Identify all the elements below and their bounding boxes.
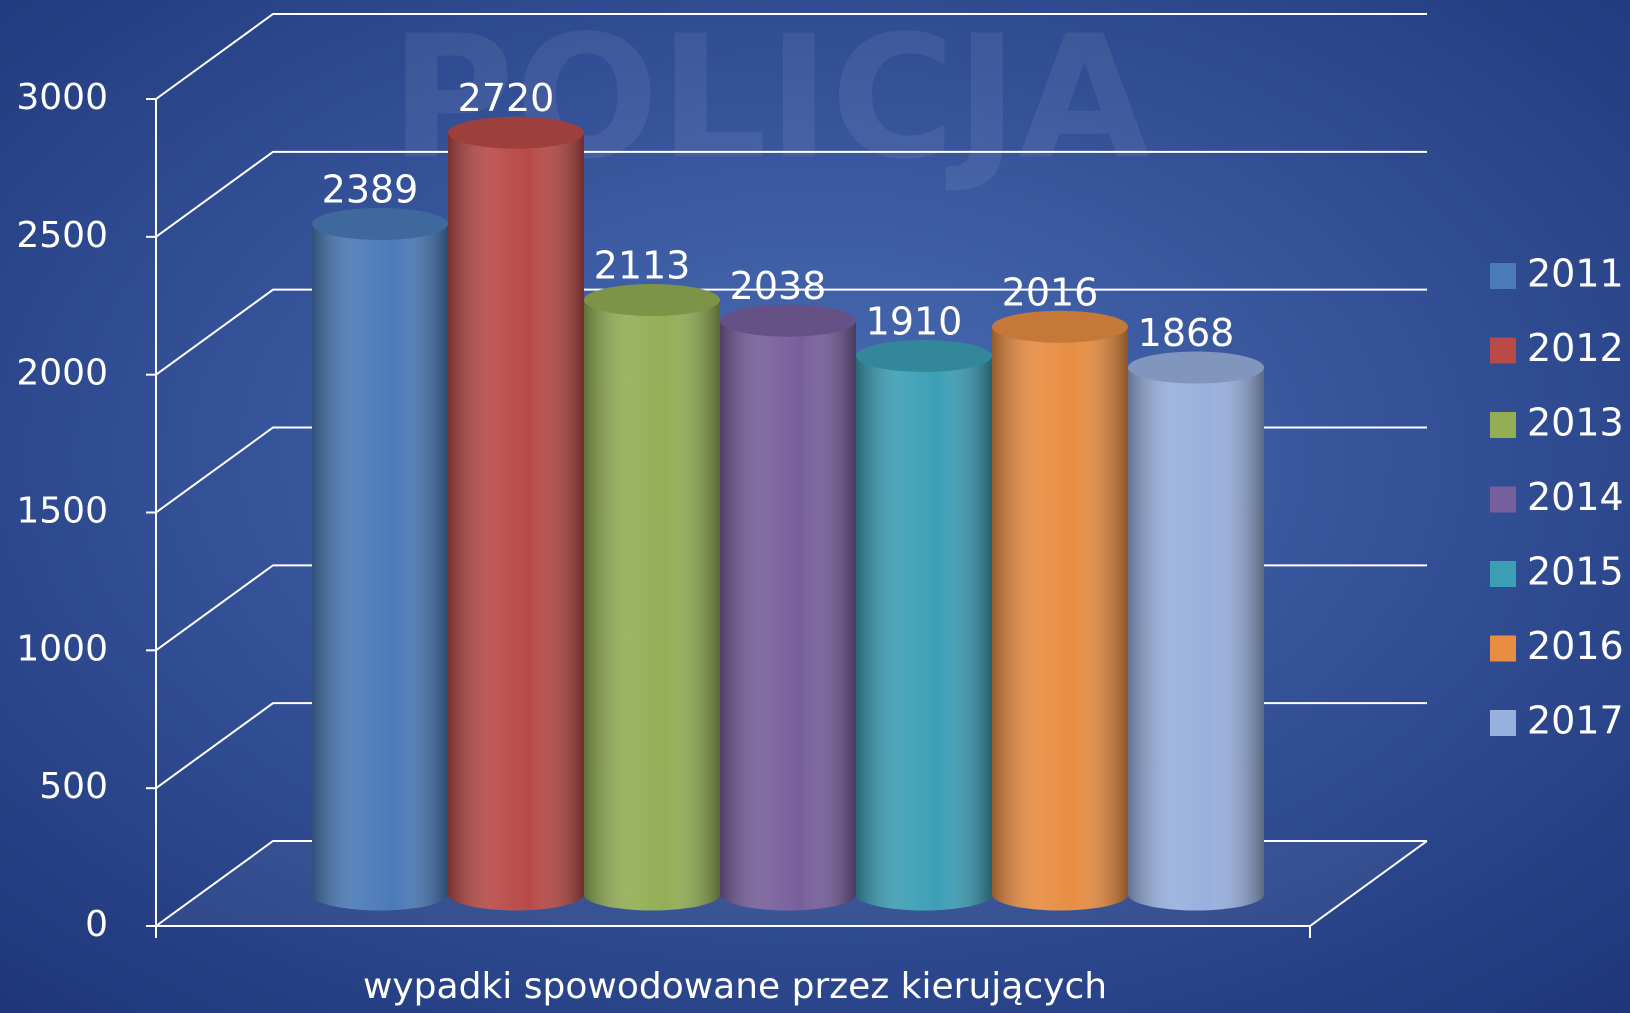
grid-line <box>155 150 1427 238</box>
data-label: 2113 <box>594 244 691 288</box>
bar-shade <box>856 355 992 911</box>
floor-edge <box>156 840 1428 938</box>
legend-swatch <box>1490 561 1516 587</box>
bar-top <box>992 310 1128 343</box>
y-tick-label: 2000 <box>16 353 108 394</box>
data-label: 2016 <box>1002 270 1099 314</box>
data-label: 1910 <box>866 299 963 343</box>
legend-swatch <box>1490 412 1516 438</box>
legend-swatch <box>1490 486 1516 513</box>
grid-line <box>155 13 1427 100</box>
legend-label: 2013 <box>1527 401 1624 445</box>
bar-shade <box>584 300 720 911</box>
legend-label: 2011 <box>1527 252 1624 296</box>
bar-shade <box>448 132 584 911</box>
y-tick-label: 2500 <box>16 215 108 256</box>
legend-label: 2015 <box>1527 550 1624 594</box>
bar-shade <box>720 320 856 911</box>
bar-top <box>584 284 720 317</box>
y-tick-label: 0 <box>85 904 108 945</box>
legend-label: 2014 <box>1527 475 1624 519</box>
y-tick-label: 1000 <box>16 628 108 669</box>
bar-top <box>1128 351 1264 384</box>
bar-top <box>720 304 856 337</box>
data-label: 2389 <box>322 167 419 211</box>
y-tick-label: 500 <box>39 766 108 807</box>
data-label: 2038 <box>730 264 827 308</box>
bar-top <box>856 339 992 372</box>
bar-shade <box>992 326 1128 911</box>
bar-shade <box>312 223 448 911</box>
data-label: 2720 <box>458 76 555 120</box>
legend-swatch <box>1490 635 1516 662</box>
legend-swatch <box>1490 710 1516 736</box>
bar-top <box>448 116 584 149</box>
bar-shade <box>1128 367 1264 911</box>
bar-top <box>312 207 448 240</box>
y-tick-label: 1500 <box>16 491 108 532</box>
x-axis-category: wypadki spowodowane przez kierujących <box>363 966 1107 1007</box>
legend-label: 2017 <box>1527 699 1624 743</box>
legend-label: 2016 <box>1527 624 1624 668</box>
y-tick-label: 3000 <box>16 77 108 118</box>
legend-swatch <box>1490 337 1516 364</box>
legend-label: 2012 <box>1527 326 1624 370</box>
grid-line <box>155 288 1427 376</box>
legend-swatch <box>1490 263 1516 289</box>
data-label: 1868 <box>1138 311 1235 355</box>
